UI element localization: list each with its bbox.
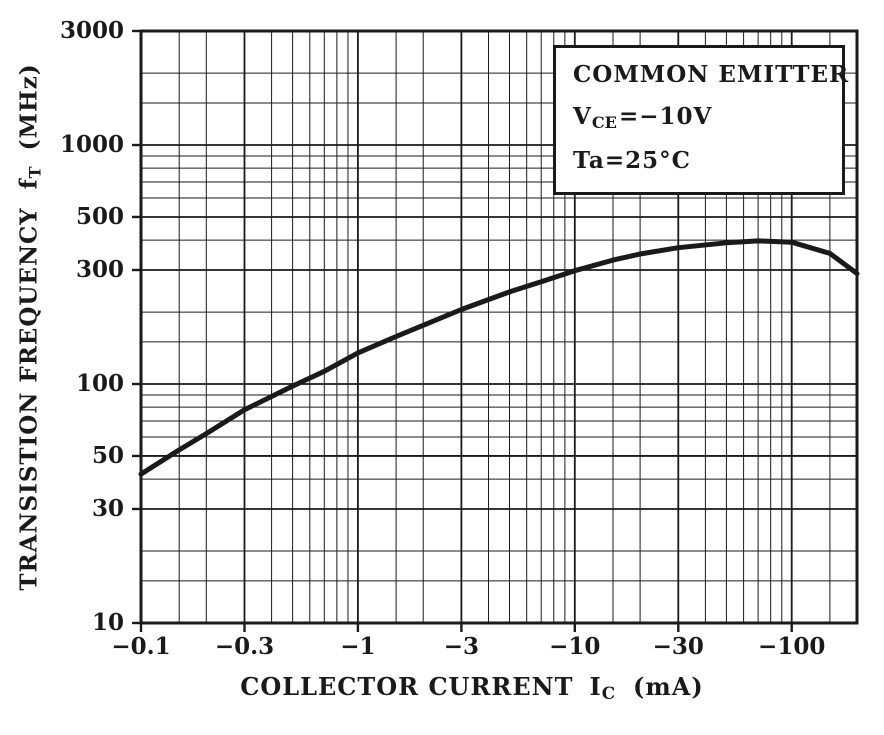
ic-symbol: IC bbox=[589, 672, 616, 704]
ft-curve bbox=[138, 238, 860, 477]
vce-symbol-letter: V bbox=[573, 103, 592, 130]
condition-vce: VCE=−10V bbox=[573, 103, 842, 132]
y-tick-label: 50 bbox=[91, 441, 124, 469]
conditions-box: COMMON EMITTER VCE=−10V Ta=25°C bbox=[553, 45, 850, 195]
ic-symbol-letter: I bbox=[589, 672, 602, 701]
y-tick-label: 100 bbox=[75, 369, 124, 397]
x-tick-label: −0.1 bbox=[111, 633, 171, 660]
vce-value: =−10V bbox=[618, 103, 713, 130]
y-tick-label: 3000 bbox=[59, 16, 124, 44]
x-axis-title-text: COLLECTOR CURRENT bbox=[240, 672, 574, 701]
condition-common-emitter: COMMON EMITTER bbox=[573, 61, 850, 88]
ic-symbol-subscript: C bbox=[601, 683, 616, 704]
y-tick-label: 500 bbox=[75, 202, 124, 230]
x-tick-label: −0.3 bbox=[214, 633, 275, 660]
condition-ta: Ta=25°C bbox=[573, 146, 691, 174]
x-tick-label: −100 bbox=[758, 633, 826, 660]
y-tick-label: 300 bbox=[75, 255, 124, 283]
x-axis-unit: (mA) bbox=[633, 672, 704, 701]
plot-border bbox=[139, 29, 859, 625]
x-tick-label: −1 bbox=[340, 633, 376, 660]
vce-symbol-subscript: CE bbox=[591, 112, 617, 132]
y-tick-label: 1000 bbox=[59, 130, 124, 158]
y-tick-label: 10 bbox=[91, 608, 124, 636]
x-tick-label: −3 bbox=[443, 633, 480, 660]
x-axis-title: COLLECTOR CURRENT IC (mA) bbox=[240, 672, 704, 703]
y-tick-label: 30 bbox=[91, 494, 124, 522]
x-tick-label: −10 bbox=[549, 633, 601, 660]
x-tick-label: −30 bbox=[652, 633, 704, 660]
y-tick-labels: 3000 1000 500 300 100 50 30 10 bbox=[0, 0, 128, 735]
